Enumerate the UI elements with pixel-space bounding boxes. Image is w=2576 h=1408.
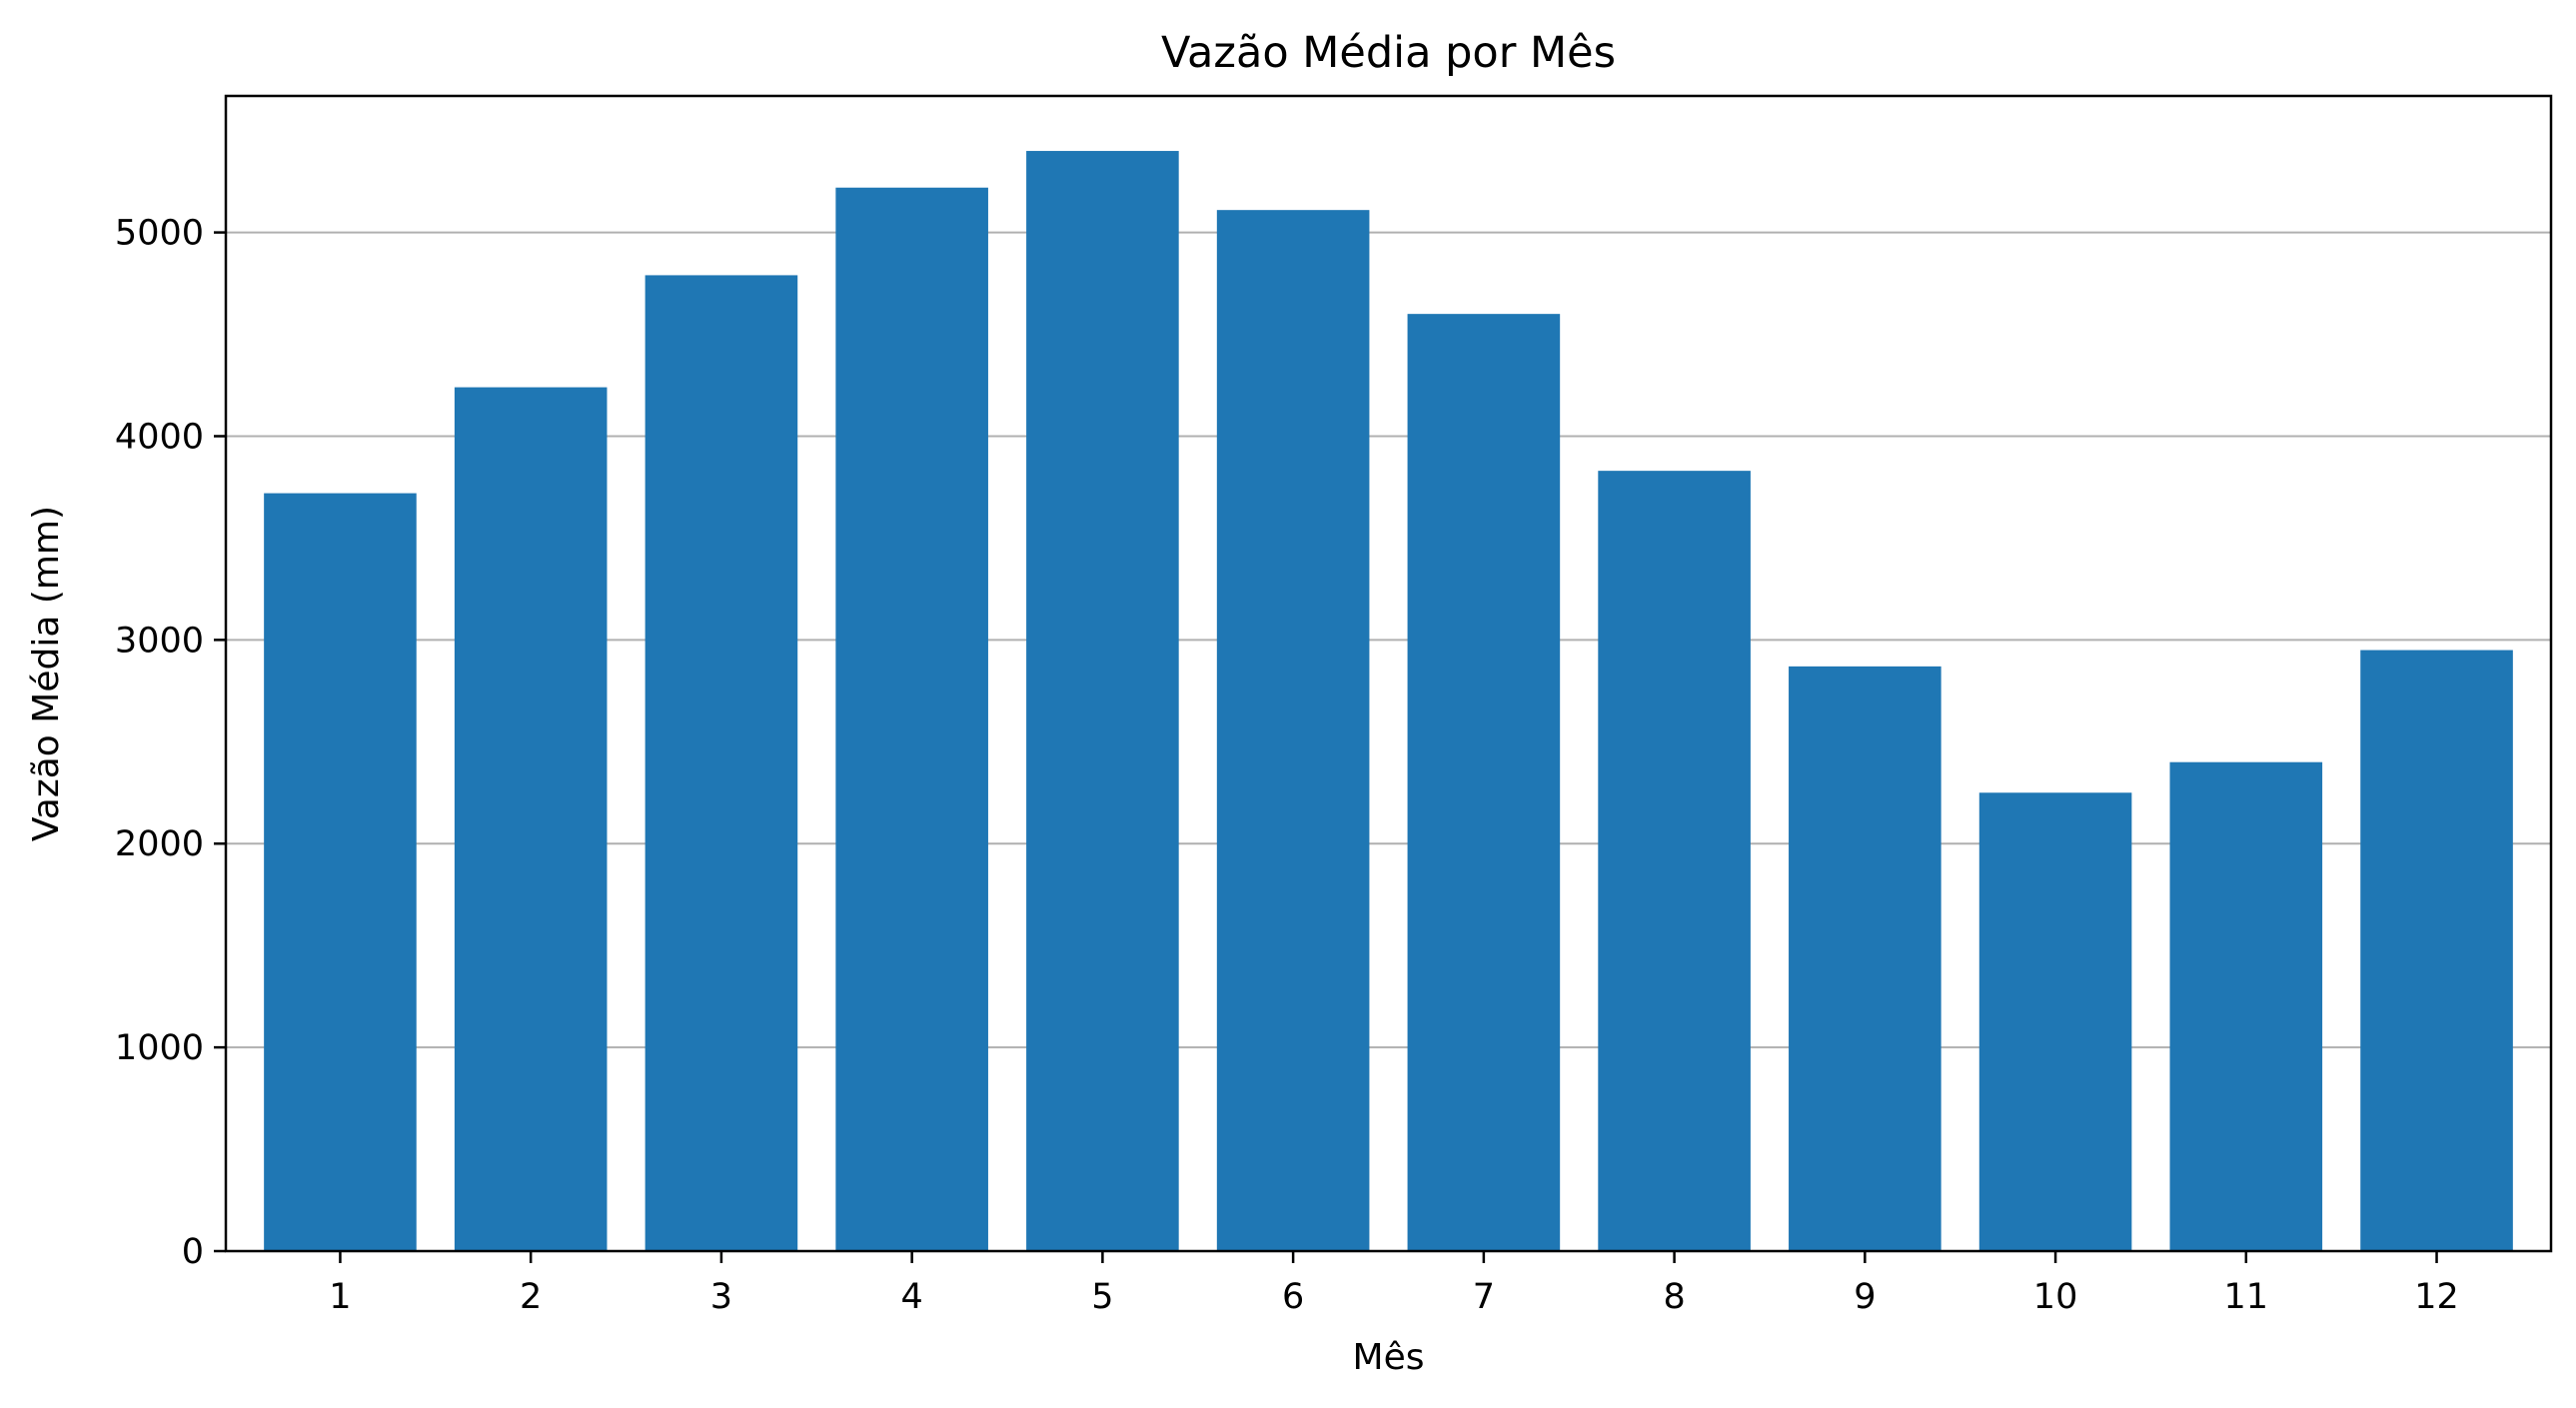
y-tick-label: 4000	[115, 417, 204, 457]
bar-layer	[264, 151, 2513, 1252]
bar-month-5	[1026, 151, 1179, 1252]
y-axis-label: Vazão Média (mm)	[26, 506, 67, 841]
y-tick-label: 0	[182, 1232, 204, 1272]
bar-month-8	[1598, 471, 1751, 1251]
plot-frame	[224, 94, 2553, 1253]
x-tick-label: 6	[1282, 1277, 1304, 1317]
bar-month-10	[1978, 792, 2132, 1251]
bar-month-12	[2360, 650, 2513, 1251]
x-tick-label: 5	[1091, 1277, 1113, 1317]
x-tick-label: 12	[2414, 1277, 2459, 1317]
bar-month-2	[454, 387, 608, 1252]
y-tick-label: 5000	[115, 214, 204, 254]
y-tick-label: 1000	[115, 1028, 204, 1068]
x-tick-label: 9	[1854, 1277, 1876, 1317]
y-tick-label: 3000	[115, 621, 204, 661]
bar-month-4	[835, 187, 988, 1251]
y-tick-label: 2000	[115, 824, 204, 864]
x-tick-label: 4	[901, 1277, 923, 1317]
x-tick-label: 8	[1663, 1277, 1685, 1317]
x-tick-label: 7	[1473, 1277, 1495, 1317]
grid-layer	[226, 231, 2551, 1049]
x-tick-label: 10	[2033, 1277, 2078, 1317]
bar-month-9	[1789, 666, 1941, 1251]
x-tick-label: 11	[2224, 1277, 2269, 1317]
x-tick-label: 1	[329, 1277, 351, 1317]
bar-month-7	[1407, 314, 1561, 1251]
bar-month-3	[644, 275, 798, 1252]
x-tick-label: 3	[710, 1277, 732, 1317]
bar-month-1	[264, 493, 417, 1251]
x-axis-label: Mês	[1353, 1337, 1425, 1378]
bar-month-11	[2169, 761, 2323, 1251]
chart-title: Vazão Média por Mês	[1161, 28, 1616, 78]
x-tick-label: 2	[520, 1277, 542, 1317]
bar-month-6	[1216, 210, 1370, 1251]
